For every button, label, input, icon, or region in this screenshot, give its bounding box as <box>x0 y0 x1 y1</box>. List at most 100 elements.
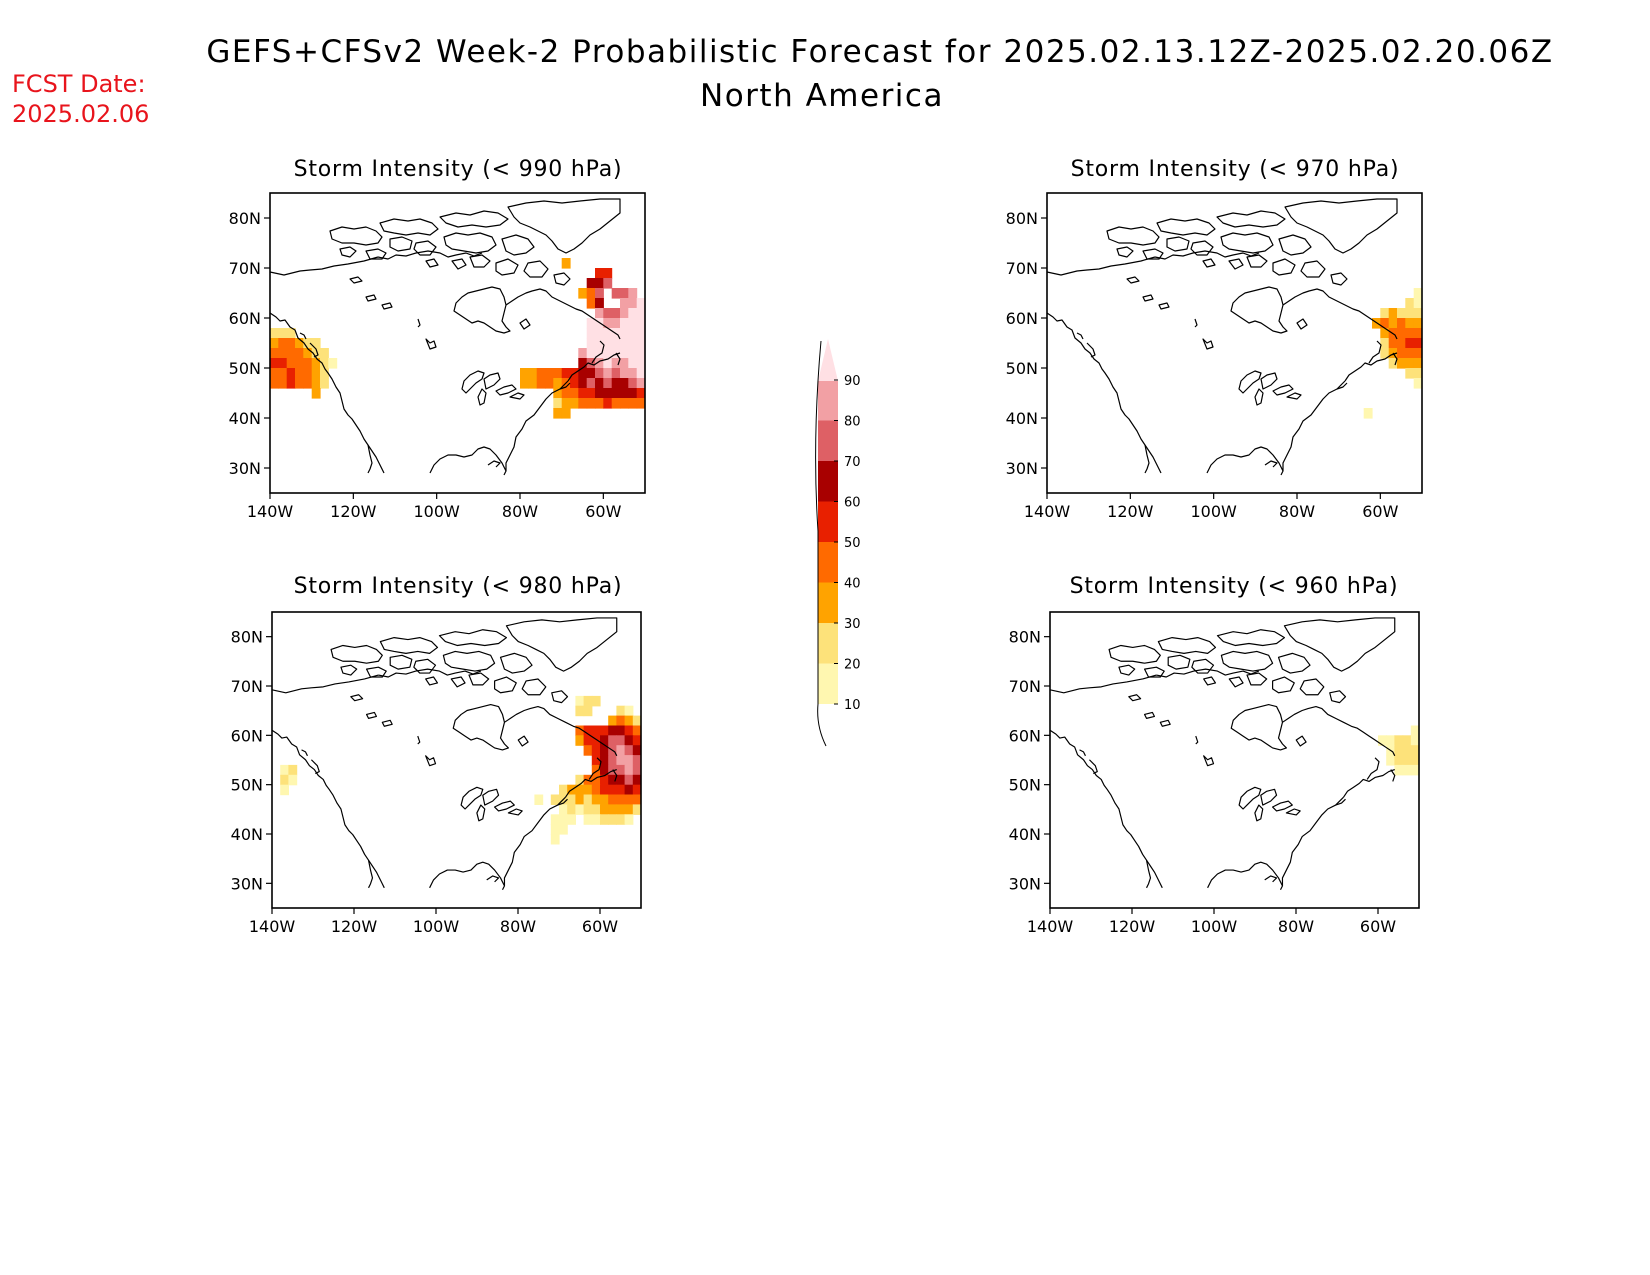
probability-cell <box>624 784 634 796</box>
probability-cell <box>600 764 609 776</box>
probability-cell <box>1413 308 1422 319</box>
probability-cell <box>575 784 585 796</box>
lon-tick-label: 120W <box>331 917 378 936</box>
probability-cell <box>586 328 596 339</box>
coastline <box>271 617 618 891</box>
probability-cell <box>553 408 563 419</box>
probability-cell <box>559 814 568 825</box>
coastline <box>1046 198 1398 476</box>
probability-cell <box>608 794 617 805</box>
lon-tick-label: 140W <box>1027 917 1074 936</box>
probability-cell <box>575 794 585 805</box>
lat-tick-label: 80N <box>1009 628 1041 647</box>
probability-cell <box>586 398 596 409</box>
lon-tick-label: 140W <box>249 917 296 936</box>
probability-cell <box>620 328 629 339</box>
fcst-date-value: 2025.02.06 <box>12 100 149 128</box>
probability-cell <box>628 388 638 399</box>
probability-cell <box>632 774 641 786</box>
probability-cell <box>636 338 645 349</box>
probability-cell <box>616 804 626 815</box>
probability-cell <box>286 338 296 349</box>
probability-cell <box>550 794 560 805</box>
probability-cell <box>611 318 621 329</box>
probability-cell <box>628 378 638 389</box>
probability-cell <box>1397 308 1406 319</box>
colorbar-swatch <box>818 461 838 502</box>
probability-cell <box>583 784 593 796</box>
probability-cell <box>1388 308 1398 319</box>
probability-cell <box>278 378 288 389</box>
probability-cell <box>586 288 596 299</box>
lat-tick-label: 40N <box>231 825 263 844</box>
probability-cell <box>553 378 563 389</box>
probability-cell <box>575 705 585 717</box>
probability-cell <box>583 804 593 815</box>
lon-tick-label: 80W <box>502 502 538 521</box>
probability-cell <box>620 348 629 359</box>
probability-cell <box>278 328 288 339</box>
probability-cell <box>628 288 638 299</box>
probability-cell <box>278 338 288 349</box>
lat-tick-label: 60N <box>229 309 261 328</box>
probability-cell <box>636 388 645 399</box>
probability-cell <box>561 368 571 379</box>
probability-cell <box>1402 755 1412 766</box>
probability-cell <box>595 398 604 409</box>
probability-cell <box>591 735 601 746</box>
probability-cell <box>288 774 298 786</box>
probability-cell <box>628 298 638 309</box>
probability-cell <box>1394 755 1404 766</box>
probability-cell <box>561 398 571 409</box>
panel-title: Storm Intensity (< 970 hPa) <box>1071 157 1400 182</box>
probability-cell <box>603 318 613 329</box>
probability-cell <box>608 784 617 796</box>
probability-cell <box>1386 755 1395 766</box>
probability-cell <box>608 804 617 815</box>
probability-cell <box>586 298 596 309</box>
lat-tick-label: 70N <box>231 677 263 696</box>
probability-cell <box>636 308 645 319</box>
probability-cell <box>624 735 634 746</box>
probability-cell <box>611 308 621 319</box>
probability-cell <box>586 318 596 329</box>
colorbar-swatch <box>818 501 838 542</box>
lat-tick-label: 40N <box>1009 825 1041 844</box>
probability-cell <box>320 378 329 389</box>
probability-cell <box>632 745 641 756</box>
probability-cell <box>1363 408 1373 419</box>
probability-cell <box>600 774 609 786</box>
colorbar-swatch <box>818 420 838 461</box>
probability-cell <box>295 338 304 349</box>
probability-cell <box>611 358 621 369</box>
probability-cell <box>550 834 560 845</box>
probability-cell <box>595 348 604 359</box>
probability-cell <box>628 358 638 369</box>
panel-title: Storm Intensity (< 990 hPa) <box>294 157 623 182</box>
coastline <box>269 198 621 476</box>
probability-cell <box>603 328 613 339</box>
colorbar-swatch <box>818 663 838 704</box>
lat-tick-label: 60N <box>1009 726 1041 745</box>
panel-title: Storm Intensity (< 980 hPa) <box>294 574 623 599</box>
probability-cell <box>591 794 601 805</box>
probability-cell <box>578 348 588 359</box>
probability-cell <box>608 755 617 766</box>
probability-cell <box>591 695 601 707</box>
probability-cell <box>303 378 313 389</box>
probability-cell <box>1413 368 1422 379</box>
probability-cell <box>561 388 571 399</box>
probability-cell <box>575 735 585 746</box>
probability-cell <box>288 764 298 776</box>
probability-cell <box>595 368 604 379</box>
probability-cell <box>1413 328 1422 339</box>
probability-cell <box>616 735 626 746</box>
probability-cell <box>1388 318 1398 329</box>
probability-cell <box>559 824 568 835</box>
probability-cell <box>567 794 576 805</box>
colorbar-swatch <box>818 542 838 583</box>
probability-cell <box>632 755 641 766</box>
lon-tick-label: 80W <box>1278 917 1314 936</box>
figure-title: GEFS+CFSv2 Week-2 Probabilistic Forecast… <box>206 34 1553 70</box>
axis-ticks: 80N 70N 60N 50N 40N 30N 140W 120W 100W 80W 60W <box>1006 209 1399 521</box>
